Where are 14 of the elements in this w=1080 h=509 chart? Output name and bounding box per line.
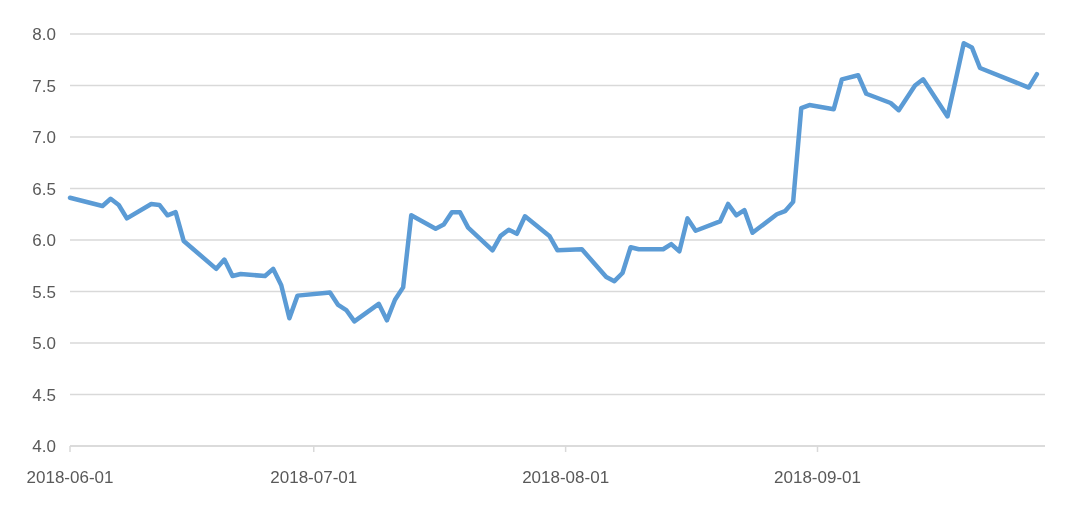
- line-series: [67, 41, 1040, 324]
- x-tick-label: 2018-09-01: [774, 468, 861, 487]
- x-tick-label: 2018-08-01: [522, 468, 610, 487]
- y-tick-label: 4.5: [32, 385, 56, 405]
- y-tick-label: 7.0: [32, 128, 56, 147]
- y-tick-label: 4.0: [32, 437, 56, 456]
- y-tick-label: 7.5: [32, 76, 56, 96]
- y-tick-label: 5.0: [32, 334, 56, 353]
- x-tick-label: 2018-06-01: [26, 468, 114, 487]
- y-tick-label: 8.0: [32, 25, 56, 44]
- y-tick-label: 5.5: [32, 282, 56, 302]
- y-tick-label: 6.0: [32, 231, 56, 250]
- x-tick-label: 2018-07-01: [270, 468, 358, 487]
- y-tick-label: 6.5: [32, 179, 56, 199]
